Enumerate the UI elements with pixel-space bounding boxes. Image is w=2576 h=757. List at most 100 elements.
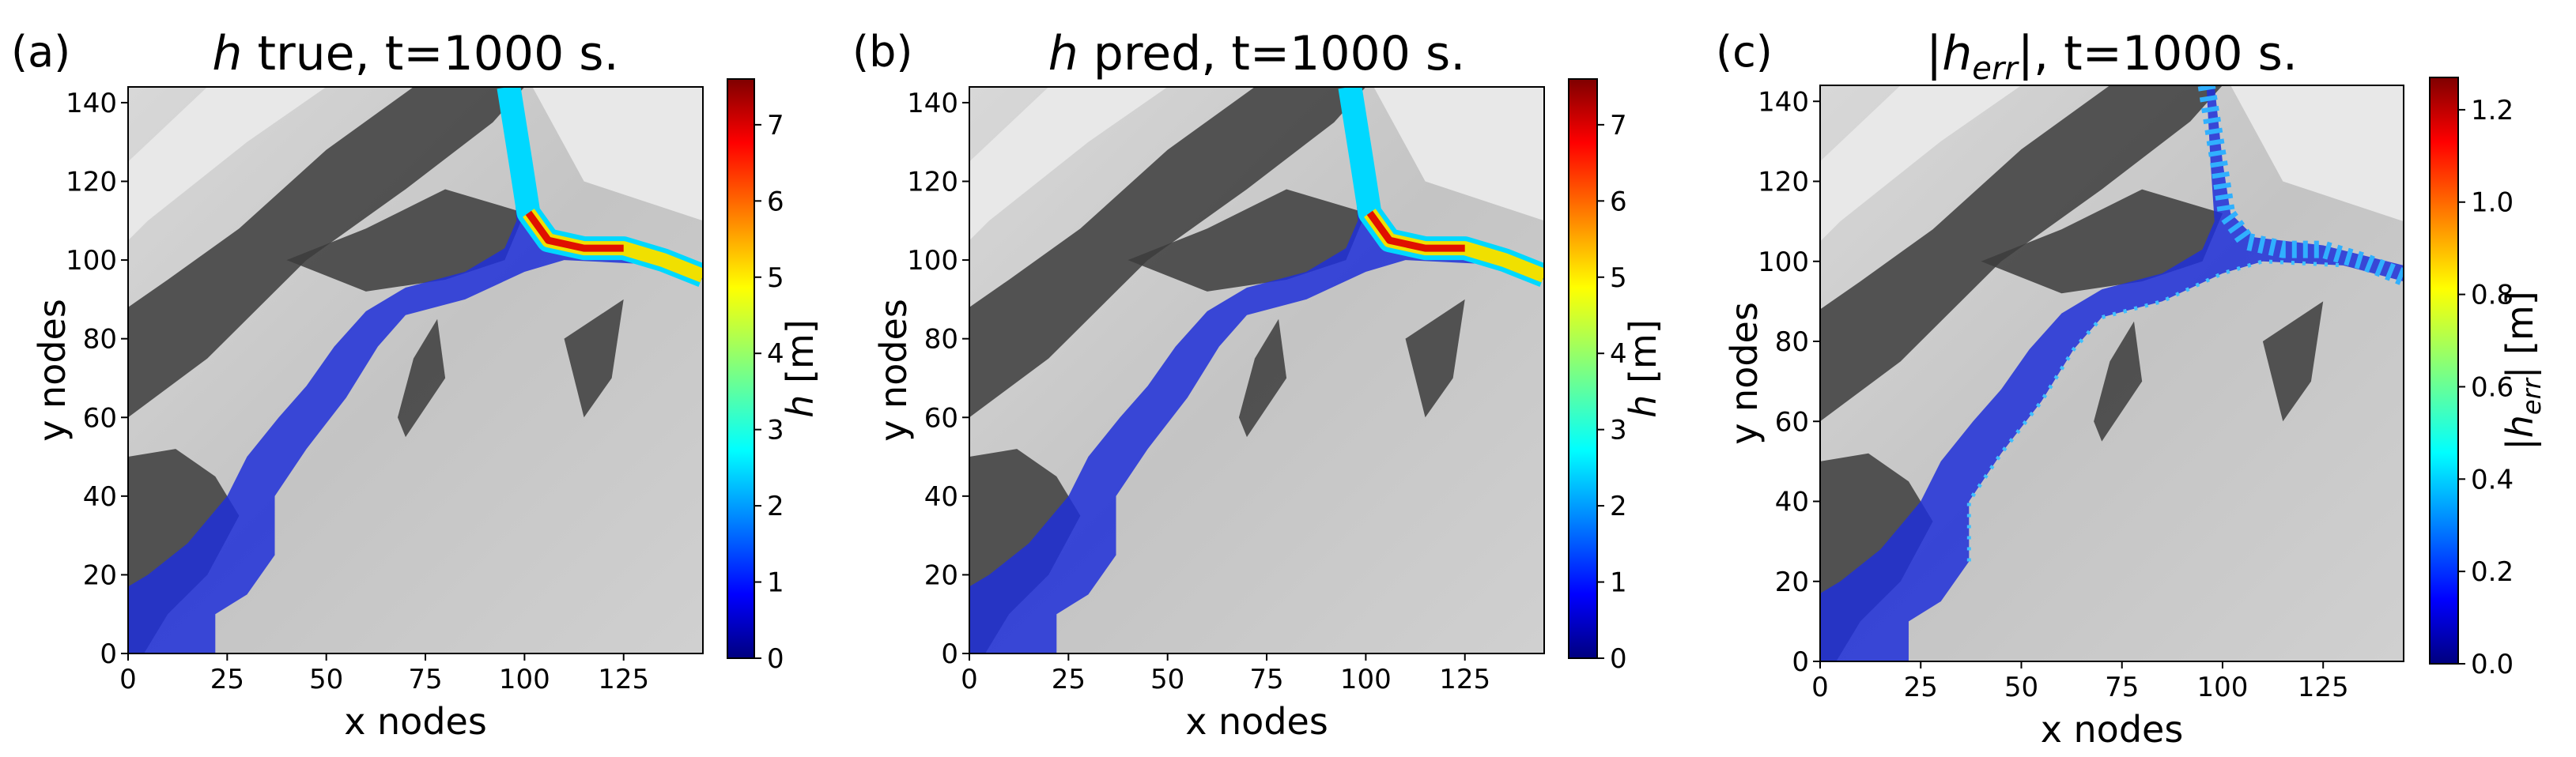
colorbar-tick-label: 1 bbox=[767, 567, 784, 599]
x-axis-label: x nodes bbox=[1185, 700, 1328, 743]
colorbar-tick-label: 0.4 bbox=[2471, 464, 2514, 495]
terrain-dark bbox=[128, 87, 525, 418]
title-part: | bbox=[1926, 26, 1942, 81]
x-axis-label: x nodes bbox=[2041, 708, 2184, 751]
terrain-dark bbox=[397, 318, 446, 438]
x-tick-label: 125 bbox=[598, 664, 649, 695]
terrain-light bbox=[128, 87, 327, 241]
colorbar-tick-label: 7 bbox=[1610, 110, 1627, 141]
terrain-light bbox=[1373, 87, 1544, 221]
terrain-dark bbox=[564, 299, 624, 418]
terrain-dark bbox=[969, 87, 1366, 418]
colorbar bbox=[727, 78, 755, 659]
y-axis-label: y nodes bbox=[872, 299, 915, 442]
terrain-dark bbox=[1238, 318, 1287, 438]
title-part: h bbox=[1942, 26, 1972, 81]
y-tick-label: 80 bbox=[83, 324, 117, 356]
x-tick-label: 50 bbox=[2004, 672, 2038, 703]
water bbox=[969, 87, 1544, 653]
x-tick-label: 0 bbox=[119, 664, 137, 695]
water bbox=[128, 87, 703, 653]
x-tick-label: 75 bbox=[1249, 664, 1283, 695]
x-tick-label: 100 bbox=[499, 664, 550, 695]
y-tick-label: 40 bbox=[924, 481, 958, 513]
heatmap-image bbox=[969, 87, 1544, 653]
terrain-dark bbox=[2094, 321, 2143, 442]
colorbar-tick-label: 0.8 bbox=[2471, 280, 2514, 311]
x-tick-label: 25 bbox=[1052, 664, 1086, 695]
terrain-dark bbox=[1127, 189, 1366, 292]
y-tick-label: 40 bbox=[83, 481, 117, 513]
x-axis-label: x nodes bbox=[344, 700, 487, 743]
axes-frame bbox=[969, 86, 1545, 654]
heatmap-image bbox=[128, 87, 703, 653]
colorbar-label-part: err bbox=[2517, 377, 2547, 415]
panel-label: (c) bbox=[1716, 27, 1773, 77]
y-tick-label: 0 bbox=[100, 638, 117, 670]
terrain-light bbox=[2230, 85, 2404, 222]
y-axis-label: y nodes bbox=[1723, 302, 1766, 445]
y-tick-label: 100 bbox=[66, 245, 117, 277]
y-tick-label: 0 bbox=[1792, 646, 1809, 678]
colorbar-tick-label: 2 bbox=[767, 491, 784, 522]
colorbar-label-part: [m] bbox=[779, 319, 822, 394]
water-deep bbox=[1366, 210, 1465, 252]
axes-frame bbox=[127, 86, 704, 654]
colorbar-label-part: | [m] bbox=[2499, 291, 2542, 378]
colorbar-tick-label: 5 bbox=[1610, 262, 1627, 294]
terrain-light bbox=[969, 87, 1168, 241]
colorbar-tick-label: 5 bbox=[767, 262, 784, 294]
colorbar-tick-label: 3 bbox=[767, 415, 784, 446]
colorbar-label: h [m] bbox=[779, 319, 822, 417]
x-tick-label: 75 bbox=[408, 664, 442, 695]
y-tick-label: 100 bbox=[1758, 247, 1809, 278]
colorbar-tick-label: 0 bbox=[1610, 643, 1627, 675]
terrain-dark bbox=[2262, 301, 2324, 422]
y-tick-label: 140 bbox=[907, 88, 958, 119]
terrain-dark bbox=[1820, 85, 2223, 422]
panel-label: (b) bbox=[852, 27, 912, 77]
y-tick-label: 20 bbox=[1775, 567, 1809, 598]
colorbar-tick-label: 1.2 bbox=[2471, 95, 2514, 126]
heatmap-image bbox=[1820, 85, 2404, 661]
title-part: true, t=1000 s. bbox=[242, 26, 618, 81]
y-tick-label: 60 bbox=[83, 402, 117, 434]
chart-title: |herr|, t=1000 s. bbox=[1926, 26, 2298, 87]
y-tick-label: 140 bbox=[1758, 86, 1809, 118]
y-tick-label: 80 bbox=[924, 324, 958, 356]
colorbar-tick-label: 1.0 bbox=[2471, 187, 2514, 219]
colorbar-tick-label: 0 bbox=[767, 643, 784, 675]
y-tick-label: 140 bbox=[66, 88, 117, 119]
panel-label: (a) bbox=[11, 27, 70, 77]
chart-title: h true, t=1000 s. bbox=[212, 26, 618, 81]
terrain-dark bbox=[286, 189, 525, 292]
terrain-light bbox=[1820, 85, 2022, 242]
terrain-dark bbox=[1405, 299, 1465, 418]
x-tick-label: 75 bbox=[2105, 672, 2139, 703]
y-tick-label: 60 bbox=[924, 402, 958, 434]
title-part: err bbox=[1972, 51, 2019, 87]
colorbar-label-part: h bbox=[779, 395, 822, 418]
x-tick-label: 50 bbox=[309, 664, 343, 695]
terrain-light bbox=[532, 87, 703, 221]
colorbar bbox=[1568, 78, 1598, 659]
y-tick-label: 120 bbox=[66, 167, 117, 198]
water-deep bbox=[525, 210, 624, 252]
x-tick-label: 100 bbox=[2197, 672, 2249, 703]
title-part: h bbox=[1048, 26, 1078, 81]
y-tick-label: 20 bbox=[924, 559, 958, 591]
axes-frame bbox=[1819, 85, 2404, 662]
colorbar-label-part: h bbox=[1622, 395, 1664, 418]
colorbar-tick-label: 0.0 bbox=[2471, 649, 2514, 680]
y-tick-label: 0 bbox=[941, 638, 958, 670]
colorbar-tick-label: 4 bbox=[1610, 338, 1627, 370]
y-tick-label: 20 bbox=[83, 559, 117, 591]
water bbox=[1820, 85, 2404, 661]
title-part: h bbox=[212, 26, 242, 81]
colorbar-tick-label: 6 bbox=[1610, 186, 1627, 217]
x-tick-label: 125 bbox=[2298, 672, 2349, 703]
